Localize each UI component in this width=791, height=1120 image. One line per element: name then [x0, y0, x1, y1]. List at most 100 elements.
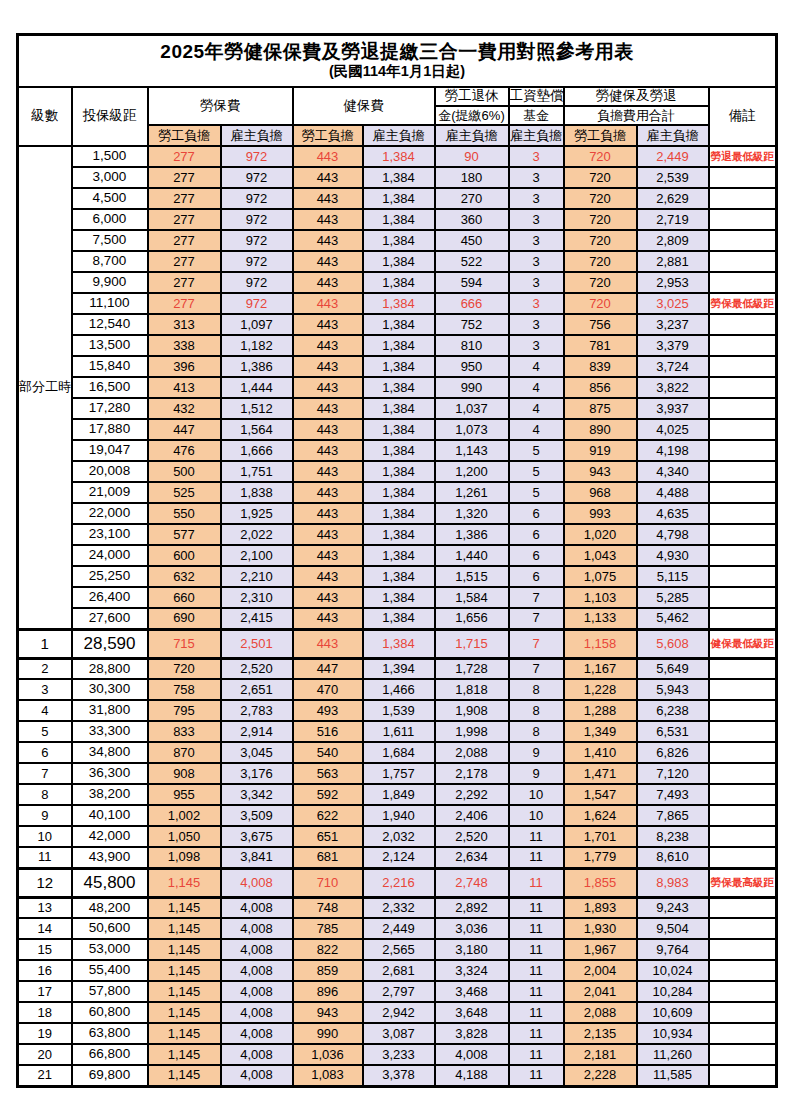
health-employer-cell: 1,394 — [363, 658, 435, 679]
wagefund-employer-cell: 7 — [509, 587, 564, 608]
total-employer-cell: 9,504 — [637, 918, 709, 939]
table-row: 23,1005772,0224431,3841,38661,0204,798 — [18, 524, 777, 545]
header-pension-line1: 勞工退休 — [435, 87, 509, 106]
table-row: 24,0006002,1004431,3841,44061,0434,930 — [18, 545, 777, 566]
labor-employer-cell: 2,783 — [221, 700, 293, 721]
health-employer-cell: 1,384 — [363, 461, 435, 482]
wagefund-employer-cell: 10 — [509, 784, 564, 805]
wagefund-employer-cell: 4 — [509, 398, 564, 419]
health-employer-cell: 1,384 — [363, 356, 435, 377]
remark-cell — [709, 398, 777, 419]
remark-cell — [709, 826, 777, 847]
total-worker-cell: 875 — [564, 398, 637, 419]
wagefund-employer-cell: 11 — [509, 868, 564, 897]
remark-cell — [709, 314, 777, 335]
labor-worker-cell: 1,145 — [148, 1065, 221, 1086]
wagefund-employer-cell: 11 — [509, 847, 564, 868]
header-row-groups: 級數 投保級距 勞保費 健保費 勞工退休 工資墊償 勞健保及勞退 備註 — [18, 87, 777, 106]
pension-employer-cell: 1,818 — [435, 679, 509, 700]
wagefund-employer-cell: 3 — [509, 272, 564, 293]
table-row: 20,0085001,7514431,3841,20059434,340 — [18, 461, 777, 482]
wagefund-employer-cell: 11 — [509, 939, 564, 960]
total-worker-cell: 1,043 — [564, 545, 637, 566]
wagefund-employer-cell: 9 — [509, 763, 564, 784]
health-employer-cell: 1,384 — [363, 608, 435, 629]
total-worker-cell: 1,103 — [564, 587, 637, 608]
health-employer-cell: 3,087 — [363, 1023, 435, 1044]
labor-worker-cell: 277 — [148, 167, 221, 188]
wage-bracket-cell: 16,500 — [72, 377, 148, 398]
total-employer-cell: 5,115 — [637, 566, 709, 587]
total-worker-cell: 1,020 — [564, 524, 637, 545]
wagefund-employer-cell: 11 — [509, 918, 564, 939]
remark-cell — [709, 335, 777, 356]
pension-employer-cell: 1,386 — [435, 524, 509, 545]
level-cell: 3 — [18, 679, 72, 700]
labor-employer-cell: 4,008 — [221, 960, 293, 981]
wage-bracket-cell: 12,540 — [72, 314, 148, 335]
remark-cell — [709, 897, 777, 918]
total-employer-cell: 3,025 — [637, 293, 709, 314]
health-employer-cell: 1,384 — [363, 146, 435, 167]
health-employer-cell: 1,384 — [363, 440, 435, 461]
total-employer-cell: 2,809 — [637, 230, 709, 251]
wagefund-employer-cell: 10 — [509, 805, 564, 826]
health-employer-cell: 3,378 — [363, 1065, 435, 1086]
table-row: 533,3008332,9145161,6111,99881,3496,531 — [18, 721, 777, 742]
labor-employer-cell: 1,838 — [221, 482, 293, 503]
pension-employer-cell: 810 — [435, 335, 509, 356]
total-worker-cell: 1,133 — [564, 608, 637, 629]
total-worker-cell: 1,075 — [564, 566, 637, 587]
wage-bracket-cell: 24,000 — [72, 545, 148, 566]
wage-bracket-cell: 66,800 — [72, 1044, 148, 1065]
total-worker-cell: 1,410 — [564, 742, 637, 763]
wage-bracket-cell: 28,590 — [72, 629, 148, 658]
pension-employer-cell: 1,908 — [435, 700, 509, 721]
table-row: 8,7002779724431,38452237202,881 — [18, 251, 777, 272]
pension-employer-cell: 3,648 — [435, 1002, 509, 1023]
pension-employer-cell: 450 — [435, 230, 509, 251]
total-worker-cell: 839 — [564, 356, 637, 377]
wagefund-employer-cell: 6 — [509, 545, 564, 566]
wagefund-employer-cell: 11 — [509, 897, 564, 918]
health-employer-cell: 1,466 — [363, 679, 435, 700]
wage-bracket-cell: 13,500 — [72, 335, 148, 356]
wage-bracket-cell: 17,280 — [72, 398, 148, 419]
labor-employer-cell: 1,512 — [221, 398, 293, 419]
remark-cell — [709, 356, 777, 377]
level-cell: 4 — [18, 700, 72, 721]
labor-worker-cell: 277 — [148, 209, 221, 230]
health-worker-cell: 443 — [293, 566, 363, 587]
wagefund-employer-cell: 8 — [509, 679, 564, 700]
level-cell: 1 — [18, 629, 72, 658]
total-worker-cell: 943 — [564, 461, 637, 482]
table-row: 128,5907152,5014431,3841,71571,1585,608健… — [18, 629, 777, 658]
health-worker-cell: 563 — [293, 763, 363, 784]
labor-worker-cell: 660 — [148, 587, 221, 608]
labor-employer-cell: 972 — [221, 293, 293, 314]
title-row: 2025年勞健保保費及勞退提繳三合一費用對照參考用表 (民國114年1月1日起) — [18, 35, 777, 88]
total-employer-cell: 10,934 — [637, 1023, 709, 1044]
labor-worker-cell: 396 — [148, 356, 221, 377]
level-cell: 11 — [18, 847, 72, 868]
total-worker-cell: 1,547 — [564, 784, 637, 805]
header-health-insurance: 健保費 — [293, 87, 435, 125]
total-worker-cell: 720 — [564, 188, 637, 209]
wagefund-employer-cell: 11 — [509, 826, 564, 847]
labor-worker-cell: 1,002 — [148, 805, 221, 826]
total-employer-cell: 3,822 — [637, 377, 709, 398]
pension-employer-cell: 1,143 — [435, 440, 509, 461]
labor-employer-cell: 2,415 — [221, 608, 293, 629]
level-cell: 10 — [18, 826, 72, 847]
total-employer-cell: 9,243 — [637, 897, 709, 918]
wagefund-employer-cell: 3 — [509, 314, 564, 335]
remark-cell — [709, 981, 777, 1002]
health-worker-cell: 859 — [293, 960, 363, 981]
remark-cell — [709, 503, 777, 524]
total-employer-cell: 5,462 — [637, 608, 709, 629]
wage-bracket-cell: 17,880 — [72, 419, 148, 440]
wage-bracket-cell: 6,000 — [72, 209, 148, 230]
remark-cell — [709, 608, 777, 629]
remark-cell — [709, 721, 777, 742]
total-worker-cell: 968 — [564, 482, 637, 503]
